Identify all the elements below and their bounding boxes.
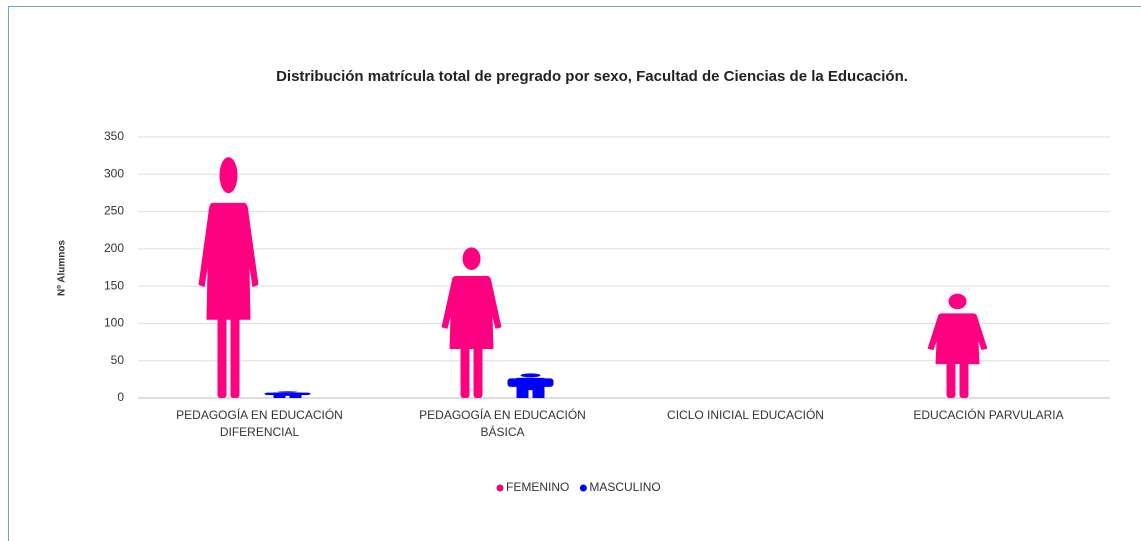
dress: [449, 275, 494, 350]
leg: [532, 385, 545, 398]
x-tick-label-line: BÁSICA: [480, 424, 524, 439]
leg: [473, 346, 483, 398]
x-tick-label: PEDAGOGÍA EN EDUCACIÓN DIFERENCIAL: [176, 407, 343, 439]
x-tick-label-line: PEDAGOGÍA EN EDUCACIÓN: [419, 407, 586, 422]
arms: [927, 314, 988, 350]
y-axis-label: Nº Alumnos: [57, 240, 68, 296]
pictogram: [198, 157, 259, 398]
head: [948, 293, 967, 310]
legend-swatch: [496, 484, 504, 492]
arms: [441, 277, 502, 329]
frame: [8, 6, 1141, 541]
head: [277, 391, 298, 393]
x-tick-label: CICLO INICIAL EDUCACIÓN: [667, 407, 824, 422]
leg: [289, 394, 302, 398]
x-tick-label: PEDAGOGÍA EN EDUCACIÓN BÁSICA: [419, 407, 586, 439]
head: [520, 373, 541, 378]
y-tick-label: 350: [104, 129, 124, 143]
arms: [198, 205, 259, 288]
y-tick-label: 200: [104, 241, 124, 255]
dress: [935, 313, 980, 365]
head: [462, 247, 481, 270]
legend-swatch: [579, 484, 587, 492]
leg: [460, 346, 470, 398]
pictogram: [441, 247, 502, 398]
pictogram: [507, 373, 554, 398]
leg: [217, 316, 227, 398]
pictogram: [927, 293, 988, 398]
leg: [516, 385, 529, 398]
leg: [959, 362, 969, 398]
x-tick-label-line: PEDAGOGÍA EN EDUCACIÓN: [176, 407, 343, 422]
legend-icon: [496, 484, 504, 492]
y-tick-label: 50: [111, 353, 125, 367]
y-tick-label: 0: [117, 390, 124, 404]
head: [219, 157, 238, 194]
leg: [946, 362, 956, 398]
y-tick-label: 150: [104, 278, 124, 292]
leg: [273, 394, 286, 398]
chart-title: Distribución matrícula total de pregrado…: [276, 68, 908, 85]
y-tick-label: 300: [104, 166, 124, 180]
y-tick-label: 100: [104, 316, 124, 330]
leg: [230, 316, 240, 398]
body: [273, 392, 302, 396]
y-tick-label: 250: [104, 204, 124, 218]
legend-label: MASCULINO: [589, 480, 660, 494]
legend-label: FEMENINO: [506, 480, 569, 494]
pictogram: [264, 391, 311, 398]
x-tick-label-line: DIFERENCIAL: [220, 425, 300, 439]
legend-icon: [579, 484, 587, 492]
x-tick-label: EDUCACIÓN PARVULARIA: [913, 407, 1063, 422]
dress: [206, 202, 251, 320]
